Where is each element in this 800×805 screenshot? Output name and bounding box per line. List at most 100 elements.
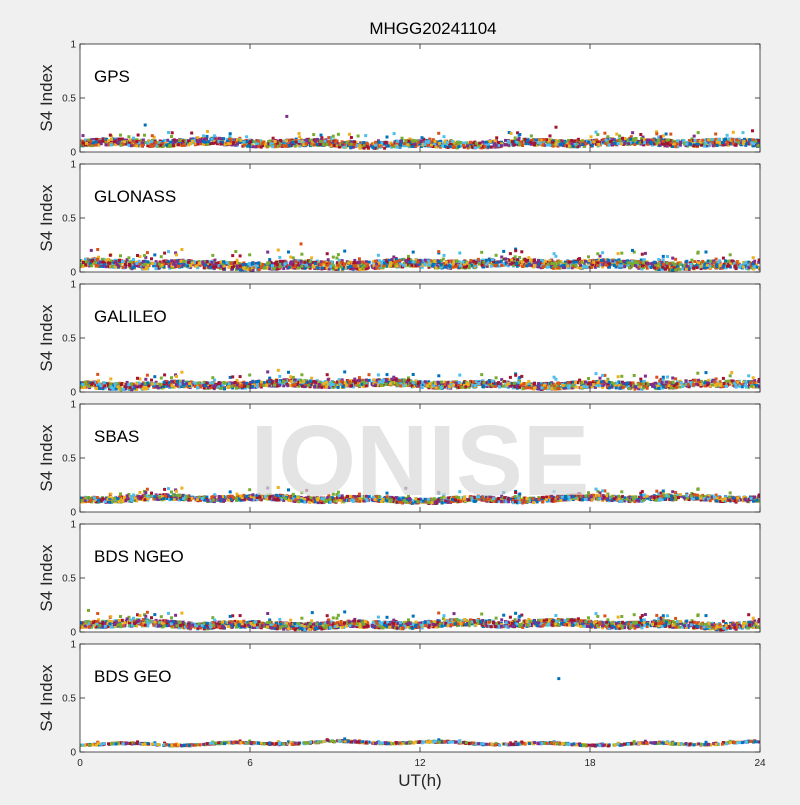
data-point bbox=[650, 266, 653, 269]
data-point bbox=[135, 145, 138, 148]
data-point bbox=[657, 262, 660, 265]
data-point bbox=[705, 251, 708, 254]
data-point bbox=[146, 374, 149, 377]
data-point bbox=[544, 260, 547, 263]
data-point bbox=[299, 261, 302, 264]
data-point-outlier bbox=[300, 242, 303, 245]
data-point bbox=[743, 140, 746, 143]
data-point bbox=[246, 140, 249, 143]
data-point bbox=[709, 260, 712, 263]
data-point bbox=[700, 144, 703, 147]
data-point bbox=[300, 253, 303, 256]
data-point bbox=[468, 265, 471, 268]
data-point bbox=[319, 140, 322, 143]
data-point bbox=[363, 147, 366, 150]
data-point bbox=[697, 251, 700, 254]
data-point bbox=[324, 140, 327, 143]
data-point bbox=[343, 250, 346, 253]
data-point bbox=[172, 144, 175, 147]
data-point bbox=[512, 262, 515, 265]
data-point bbox=[178, 265, 181, 268]
data-point bbox=[481, 141, 484, 144]
data-point bbox=[751, 263, 754, 266]
data-point bbox=[292, 256, 295, 259]
data-point bbox=[298, 132, 301, 135]
data-point bbox=[435, 266, 438, 269]
data-point bbox=[170, 135, 173, 138]
axes-background bbox=[80, 164, 760, 272]
data-point-outlier bbox=[742, 131, 745, 134]
data-point bbox=[484, 145, 487, 148]
data-point bbox=[332, 256, 335, 259]
data-point bbox=[441, 145, 444, 148]
data-point bbox=[406, 143, 409, 146]
data-point-outlier bbox=[144, 124, 147, 127]
data-point bbox=[667, 138, 670, 141]
data-point bbox=[187, 143, 190, 146]
data-point bbox=[735, 138, 738, 141]
y-tick-label: 0 bbox=[70, 268, 76, 279]
data-point bbox=[392, 256, 395, 259]
data-point bbox=[274, 145, 277, 148]
data-point bbox=[288, 144, 291, 147]
data-point bbox=[404, 259, 407, 262]
data-point bbox=[641, 264, 644, 267]
data-point bbox=[320, 134, 323, 137]
data-point bbox=[576, 261, 579, 264]
data-point bbox=[101, 261, 104, 264]
data-point bbox=[653, 261, 656, 264]
data-point bbox=[403, 142, 406, 145]
data-point bbox=[278, 256, 281, 259]
data-point bbox=[591, 144, 594, 147]
data-point bbox=[616, 261, 619, 264]
data-point bbox=[539, 142, 542, 145]
y-tick-label: 1 bbox=[70, 40, 76, 51]
data-point bbox=[305, 139, 308, 142]
data-point bbox=[714, 133, 717, 136]
data-point bbox=[248, 253, 251, 256]
data-point bbox=[443, 254, 446, 257]
data-point bbox=[560, 140, 563, 143]
data-point bbox=[196, 140, 199, 143]
data-point bbox=[143, 254, 146, 257]
data-point bbox=[631, 131, 634, 134]
data-point bbox=[384, 141, 387, 144]
data-point bbox=[402, 264, 405, 267]
data-point bbox=[732, 142, 735, 145]
data-point bbox=[548, 144, 551, 147]
data-point bbox=[386, 373, 389, 376]
data-point bbox=[497, 141, 500, 144]
data-point bbox=[222, 268, 225, 271]
data-point bbox=[350, 265, 353, 268]
data-point bbox=[327, 258, 330, 261]
data-point bbox=[477, 258, 480, 261]
data-point bbox=[735, 144, 738, 147]
data-point bbox=[328, 143, 331, 146]
data-point bbox=[490, 265, 493, 268]
data-point bbox=[627, 261, 630, 264]
data-point bbox=[711, 138, 714, 141]
data-point bbox=[264, 266, 267, 269]
data-point bbox=[630, 262, 633, 265]
data-point bbox=[516, 258, 519, 261]
data-point bbox=[662, 134, 665, 137]
data-point bbox=[236, 267, 239, 270]
data-point bbox=[731, 138, 734, 141]
data-point bbox=[715, 263, 718, 266]
data-point bbox=[752, 256, 755, 259]
data-point bbox=[118, 259, 121, 262]
data-point bbox=[553, 252, 556, 255]
data-point bbox=[239, 264, 242, 267]
data-point bbox=[229, 132, 232, 135]
data-point bbox=[248, 144, 251, 147]
data-point bbox=[377, 254, 380, 257]
data-point bbox=[242, 263, 245, 266]
data-point-outlier bbox=[234, 250, 237, 253]
data-point bbox=[212, 266, 215, 269]
data-point bbox=[674, 263, 677, 266]
data-point bbox=[514, 249, 517, 252]
data-point bbox=[495, 136, 498, 139]
data-point bbox=[277, 249, 280, 252]
data-point bbox=[685, 143, 688, 146]
data-point bbox=[656, 267, 659, 270]
